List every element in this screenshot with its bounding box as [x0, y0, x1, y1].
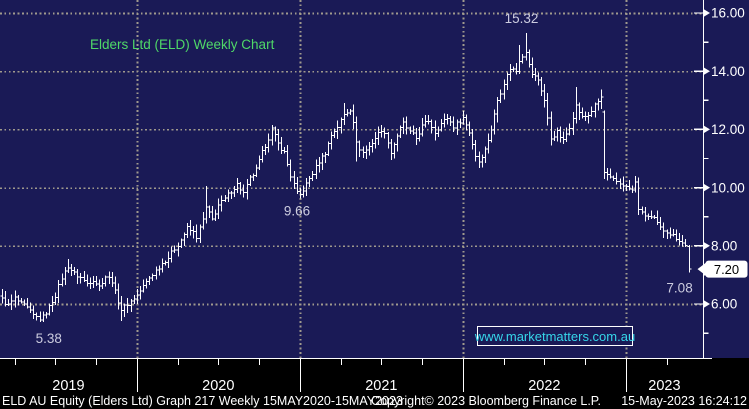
y-axis-tick-arrowhead [704, 242, 710, 250]
y-axis-label: 8.00 [711, 239, 737, 254]
y-axis-tick-arrowhead [704, 9, 710, 17]
last-price-label: 7.20 [714, 262, 739, 277]
y-axis-label: 10.00 [711, 180, 745, 195]
y-axis-tick-arrowhead [704, 300, 710, 308]
price-annotation: 15.32 [505, 11, 539, 26]
plot-background [0, 0, 749, 358]
price-annotation: 5.38 [36, 331, 62, 346]
x-axis-year-label: 2019 [52, 378, 84, 394]
x-axis-year-label: 2021 [365, 378, 397, 394]
status-bar-timestamp: 15-May-2023 16:24:12 [621, 394, 747, 408]
y-axis-label: 12.00 [711, 122, 745, 137]
price-annotation: 7.08 [666, 281, 692, 296]
watermark-box [477, 326, 633, 346]
y-axis-tick-arrowhead [704, 67, 710, 75]
watermark-text: www.marketmatters.com.au [474, 329, 635, 344]
status-bar-left-text: ELD AU Equity (Elders Ltd) Graph 217 Wee… [2, 394, 403, 408]
x-axis-year-label: 2022 [528, 378, 560, 394]
last-price-badge [705, 260, 748, 278]
x-axis-year-label: 2020 [202, 378, 234, 394]
y-axis-label: 6.00 [711, 297, 737, 312]
price-annotation: 9.66 [284, 203, 310, 218]
y-axis-label: 14.00 [711, 64, 745, 79]
status-bar-copyright: Copyright© 2023 Bloomberg Finance L.P. [371, 394, 601, 408]
last-price-badge-arrow [697, 262, 706, 276]
y-axis-tick-arrowhead [704, 184, 710, 192]
x-axis-year-label: 2023 [648, 378, 680, 394]
chart-title: Elders Ltd (ELD) Weekly Chart [90, 37, 275, 52]
y-axis-tick-arrowhead [704, 125, 710, 133]
y-axis-label: 16.00 [711, 6, 745, 21]
